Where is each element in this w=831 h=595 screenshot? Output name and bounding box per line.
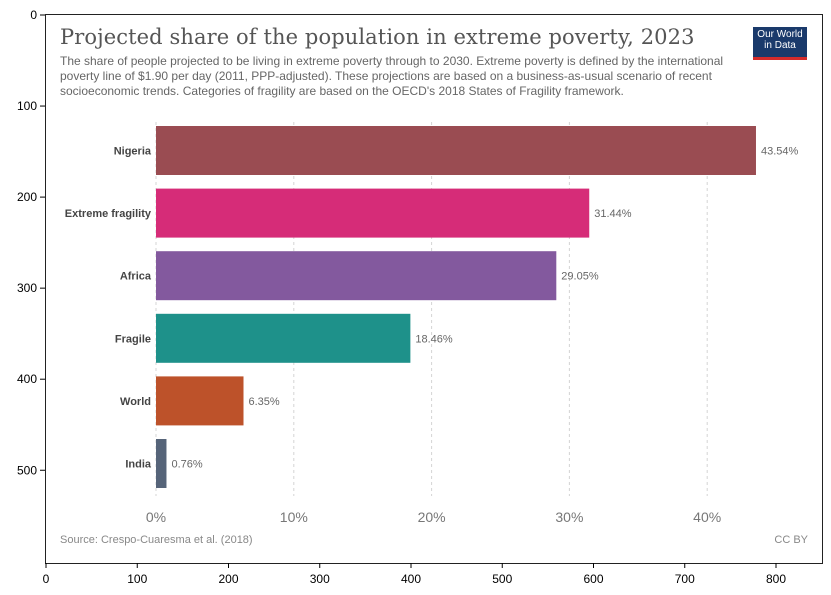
value-label: 18.46%: [415, 333, 453, 345]
category-label: World: [120, 396, 151, 408]
value-labels: 43.54% 31.44% 29.05% 18.46% 6.35% 0.76%: [171, 146, 798, 471]
category-label: Fragile: [115, 333, 151, 345]
category-label: India: [125, 459, 152, 471]
category-labels: Nigeria Extreme fragility Africa Fragile Wor…: [65, 146, 152, 471]
frame-ticks: 0 100 200 300 400 500 600 700 800 0 100 200 300 400 50…: [17, 8, 786, 586]
bar-extreme-fragility[interactable]: [156, 188, 590, 238]
value-label: 6.35%: [249, 396, 280, 408]
x-tick-label: 30%: [555, 509, 583, 525]
license-note[interactable]: CC BY: [774, 534, 808, 546]
frame-y-tick-label: 500: [17, 463, 37, 477]
x-tick-label: 40%: [693, 509, 721, 525]
bar-africa[interactable]: [156, 251, 557, 301]
x-axis-ticks: 0% 10% 20% 30% 40%: [146, 509, 721, 525]
logo-line-2: in Data: [764, 40, 796, 51]
frame-y-tick-label: 100: [17, 99, 37, 113]
frame-x-tick-label: 400: [401, 572, 421, 586]
frame-x-tick-label: 600: [583, 572, 603, 586]
chart-panel: Projected share of the population in ext…: [46, 15, 822, 563]
bar-nigeria[interactable]: [156, 126, 756, 175]
frame-y-tick-label: 200: [17, 190, 37, 204]
source-note[interactable]: Source: Crespo-Cuaresma et al. (2018): [60, 534, 253, 546]
frame-x-tick-label: 100: [127, 572, 147, 586]
chart-subtitle: The share of people projected to be livi…: [60, 54, 724, 98]
category-label: Africa: [120, 271, 152, 283]
chart-title: Projected share of the population in ext…: [60, 25, 695, 49]
owid-logo[interactable]: Our World in Data: [753, 27, 807, 60]
frame-y-tick-label: 400: [17, 372, 37, 386]
frame-y-tick-label: 300: [17, 281, 37, 295]
frame-x-tick-label: 800: [766, 572, 786, 586]
value-label: 31.44%: [594, 208, 632, 220]
frame-x-tick-label: 200: [218, 572, 238, 586]
category-label: Extreme fragility: [65, 208, 152, 220]
x-tick-label: 10%: [280, 509, 308, 525]
frame-x-tick-label: 0: [43, 572, 50, 586]
frame-x-tick-label: 500: [492, 572, 512, 586]
bars: [156, 126, 756, 488]
bar-fragile[interactable]: [156, 313, 411, 363]
gridlines: [155, 122, 708, 496]
value-label: 43.54%: [761, 146, 799, 158]
x-tick-label: 20%: [418, 509, 446, 525]
frame-x-tick-label: 700: [675, 572, 695, 586]
value-label: 0.76%: [171, 459, 202, 471]
value-label: 29.05%: [561, 271, 599, 283]
frame-y-tick-label: 0: [30, 8, 37, 22]
bar-india[interactable]: [156, 439, 167, 488]
bar-world[interactable]: [156, 376, 244, 426]
x-tick-label: 0%: [146, 509, 166, 525]
category-label: Nigeria: [114, 146, 152, 158]
logo-line-1: Our World: [757, 29, 803, 40]
frame-x-tick-label: 300: [310, 572, 330, 586]
